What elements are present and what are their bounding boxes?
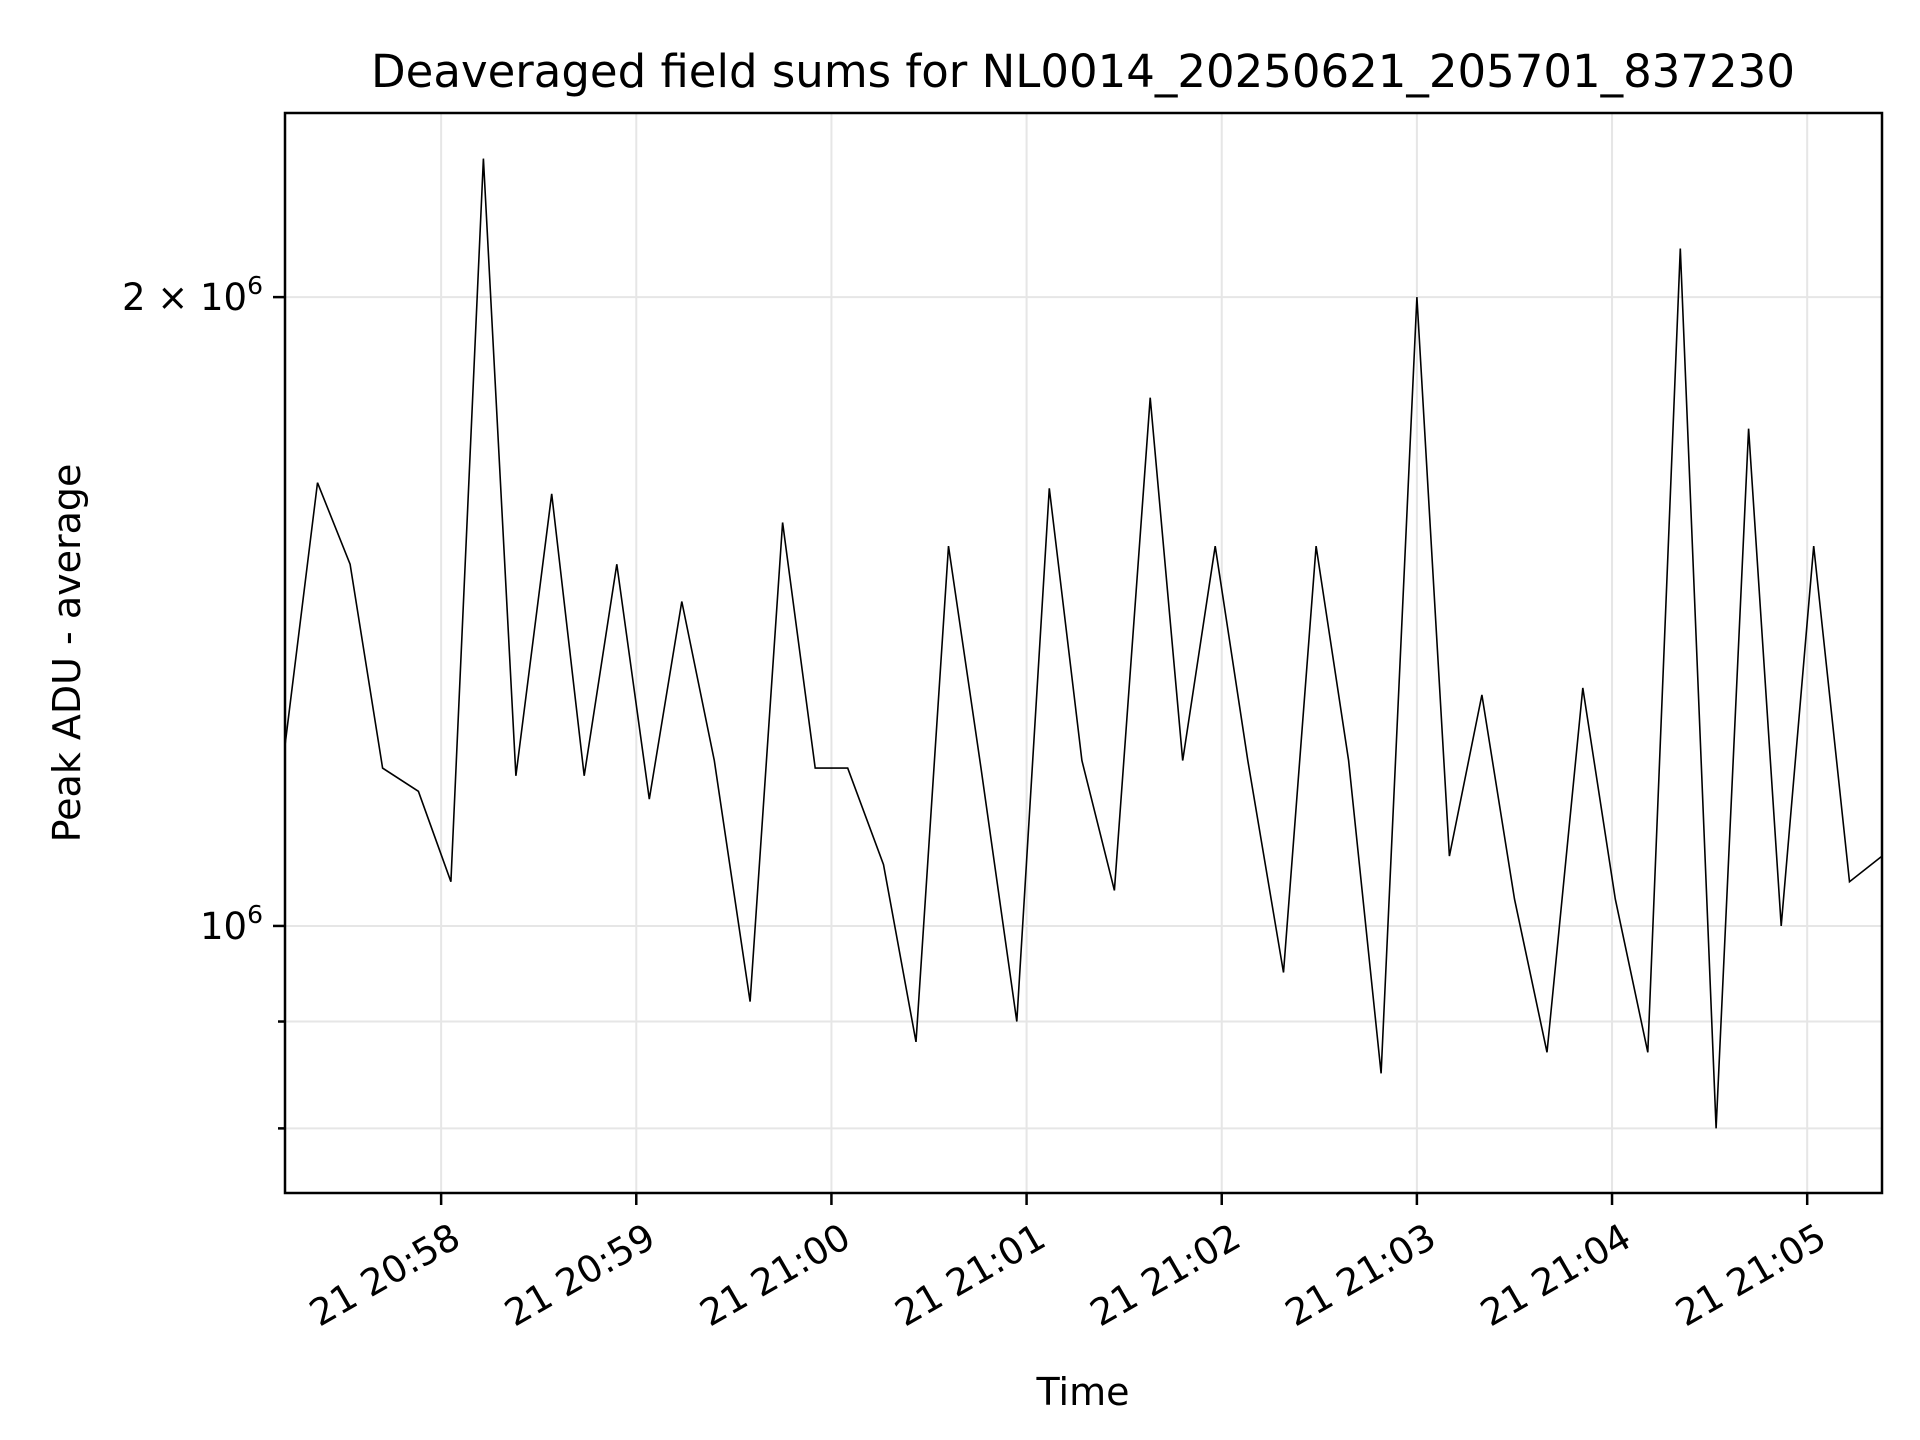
y-axis-label: Peak ADU - average [45,464,89,843]
y-tick-label: 106 [200,900,263,948]
series-line [284,158,1883,1129]
chart-title: Deaveraged field sums for NL0014_2025062… [371,45,1795,98]
y-tick-label: 2 × 106 [122,271,263,319]
x-axis-label: Time [1036,1370,1130,1414]
plot-frame [283,111,1884,1195]
grid [285,113,1882,1193]
y-axis-ticks: 2 × 106 106 [122,271,285,1130]
series-layer [284,158,1883,1129]
